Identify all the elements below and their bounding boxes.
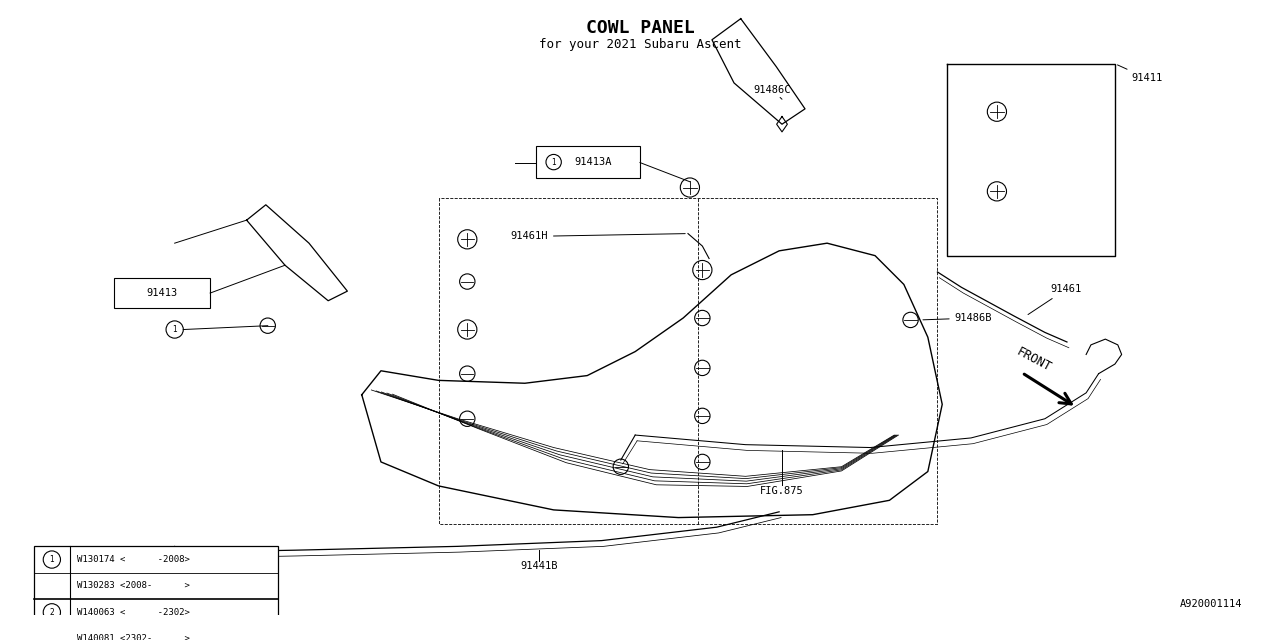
Text: 91461H: 91461H [511,232,685,241]
Text: for your 2021 Subaru Ascent: for your 2021 Subaru Ascent [539,38,741,51]
Text: 1: 1 [173,325,177,334]
Text: FRONT: FRONT [1014,345,1053,374]
Text: COWL PANEL: COWL PANEL [586,19,694,36]
Text: W130174 <      -2008>: W130174 < -2008> [77,555,189,564]
Text: W140063 <      -2302>: W140063 < -2302> [77,608,189,617]
Text: W130283 <2008-      >: W130283 <2008- > [77,581,189,591]
FancyBboxPatch shape [536,147,640,178]
FancyBboxPatch shape [114,278,210,308]
Text: 91486B: 91486B [923,313,992,323]
Text: 91461: 91461 [1028,284,1082,314]
Text: 91413: 91413 [147,288,178,298]
Text: 91411: 91411 [1117,65,1162,83]
Text: FIG.875: FIG.875 [760,486,804,496]
Text: A920001114: A920001114 [1180,599,1243,609]
Text: 91441B: 91441B [521,561,558,570]
Text: 91486C: 91486C [753,84,791,99]
Text: 1: 1 [552,157,556,166]
Text: W140081 <2302-      >: W140081 <2302- > [77,634,189,640]
FancyBboxPatch shape [33,547,278,640]
Text: 1: 1 [50,555,54,564]
Text: 91413A: 91413A [575,157,612,167]
Text: 2: 2 [50,608,54,617]
